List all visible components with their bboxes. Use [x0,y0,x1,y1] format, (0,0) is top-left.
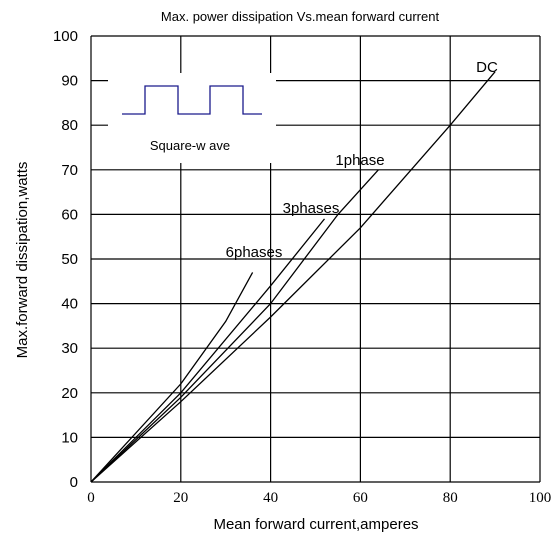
series-lines [90,71,496,483]
series-labels: DC 1phase 3phases 6phases [226,59,498,261]
y-tick-label: 0 [70,474,78,491]
series-label-3phases: 3phases [283,200,340,217]
y-tick-label: 70 [61,162,78,179]
y-axis-label: Max.forward dissipation,watts [14,162,31,359]
x-tick-label: 60 [353,490,368,506]
x-tick-label: 0 [87,490,95,506]
y-tick-label: 20 [61,385,78,402]
square-wave-icon [122,85,262,115]
x-tick-label: 20 [173,490,188,506]
inset-label: Square-w ave [150,138,230,153]
y-tick-label: 10 [61,429,78,446]
x-tick-label: 40 [263,490,278,506]
grid [90,35,541,483]
series-line-6phases [90,272,254,483]
series-label-1phase: 1phase [335,152,384,169]
y-tick-label: 50 [61,251,78,268]
y-tick-label: 100 [53,28,78,45]
series-label-dc: DC [476,59,498,76]
x-axis-label: Mean forward current,amperes [213,516,418,533]
y-tick-label: 80 [61,117,78,134]
y-tick-labels: 0 10 20 30 40 50 60 70 80 90 100 [53,28,78,491]
x-tick-label: 80 [443,490,458,506]
series-line-dc [90,71,496,483]
x-tick-label: 100 [529,490,552,506]
series-line-1phase [90,169,379,483]
series-label-6phases: 6phases [226,244,283,261]
inset-background [108,73,276,163]
y-tick-label: 90 [61,73,78,90]
y-tick-label: 60 [61,206,78,223]
x-tick-labels: 0 20 40 60 80 100 [87,490,551,506]
y-tick-label: 40 [61,296,78,313]
square-wave-inset: Square-w ave [108,73,276,163]
chart-title: Max. power dissipation Vs.mean forward c… [161,9,440,24]
y-tick-label: 30 [61,340,78,357]
series-line-3phases [90,218,326,483]
